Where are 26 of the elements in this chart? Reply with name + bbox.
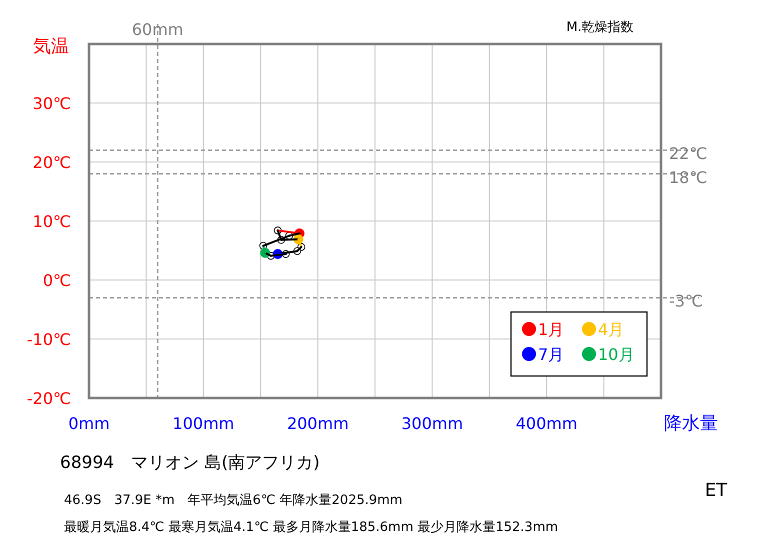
- x-tick-label: 400mm: [516, 414, 578, 433]
- y-tick-label: -20℃: [26, 389, 71, 408]
- legend-label: 1月: [538, 320, 564, 339]
- x-tick-label: 100mm: [172, 414, 234, 433]
- y-tick-label: -10℃: [26, 330, 71, 349]
- ref-line-label: 18℃: [669, 168, 708, 187]
- text: 46.9S 37.9E *m 年平均気温6℃ 年降水量2025.9mm: [64, 493, 402, 508]
- y-tick-label: 0℃: [42, 271, 71, 290]
- ref-line-label: 22℃: [669, 144, 708, 164]
- x-tick-label: 300mm: [401, 414, 464, 433]
- x-tick-label: 200mm: [286, 414, 349, 433]
- y-tick-label: 20℃: [32, 153, 71, 172]
- y-tick-label: 30℃: [32, 94, 71, 113]
- y-axis-title: 気温: [33, 36, 69, 57]
- x-tick-label: 0mm: [68, 414, 110, 433]
- ref-line-label: 60mm: [132, 20, 184, 39]
- text: M.乾燥指数: [566, 20, 634, 35]
- x-axis-title: 降水量: [664, 413, 718, 434]
- text: 最暖月気温8.4℃ 最寒月気温4.1℃ 最多月降水量185.6mm 最少月降水量152.3mm: [64, 519, 558, 535]
- text: 68994 マリオン 島(南アフリカ): [60, 453, 320, 473]
- legend-label: 7月: [538, 345, 564, 364]
- legend-label: 10月: [598, 345, 634, 364]
- text: ET: [704, 480, 728, 501]
- ref-line-label: -3℃: [669, 292, 703, 311]
- legend-label: 4月: [598, 320, 624, 339]
- y-tick-label: 10℃: [32, 212, 71, 231]
